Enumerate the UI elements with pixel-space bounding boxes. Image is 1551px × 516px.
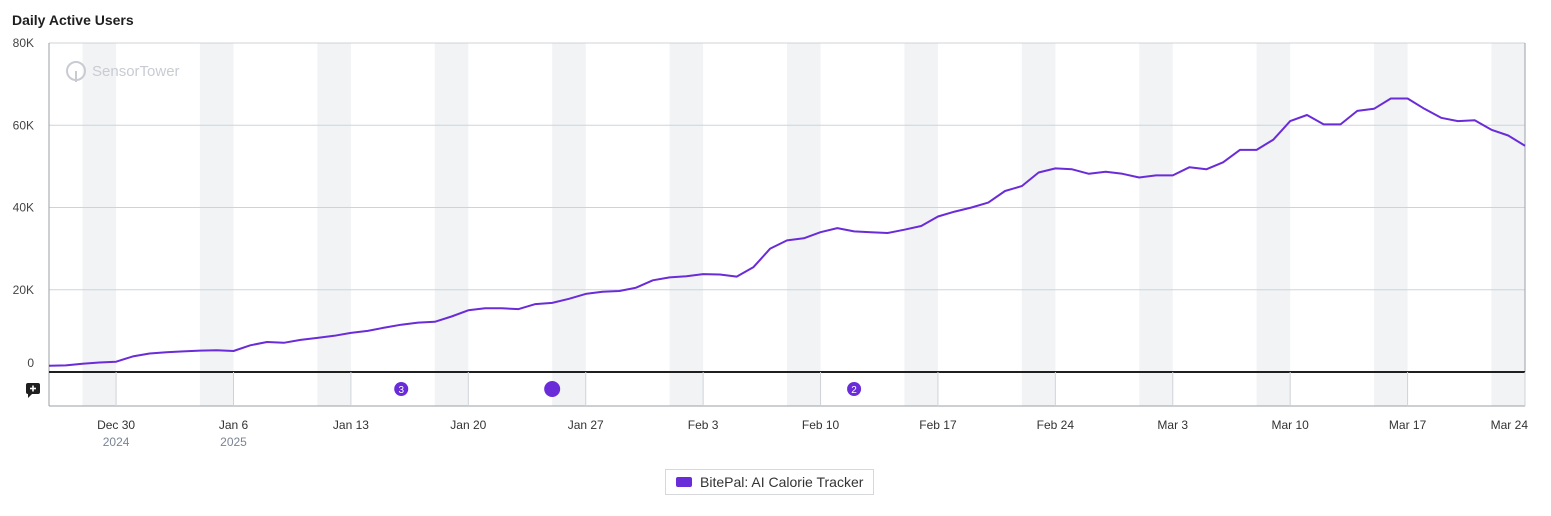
- weekend-bands: [82, 43, 1525, 406]
- x-tick-label: Mar 10: [1272, 418, 1310, 432]
- gridlines: [49, 42, 1525, 291]
- weekend-band: [552, 43, 586, 406]
- weekend-band: [1491, 43, 1525, 406]
- annotation-count: 3: [398, 385, 404, 396]
- weekend-band: [904, 43, 938, 406]
- weekend-band: [1139, 43, 1173, 406]
- x-tick-label: Feb 10: [802, 418, 840, 432]
- x-tick-label: Mar 17: [1389, 418, 1427, 432]
- x-axis-ticks: Dec 30 2024 Jan 6 2025 Jan 13 Jan 20 Jan 27 Feb…: [97, 372, 1528, 449]
- y-tick-label: 40K: [13, 201, 34, 215]
- annotation-marker[interactable]: [847, 382, 862, 396]
- x-tick-year-label: 2025: [220, 435, 247, 449]
- annotation-count: 2: [851, 385, 857, 396]
- x-tick-label: Feb 17: [919, 418, 957, 432]
- y-tick-label: 60K: [13, 118, 34, 132]
- y-tick-label: 20K: [13, 283, 34, 297]
- x-tick-year-label: 2024: [103, 435, 130, 449]
- y-tick-label: 80K: [13, 36, 34, 50]
- x-tick-label: Mar 24: [1491, 418, 1529, 432]
- x-tick-label: Jan 6: [219, 418, 249, 432]
- x-tick-label: Jan 13: [333, 418, 369, 432]
- weekend-band: [317, 43, 351, 406]
- weekend-band: [669, 43, 704, 406]
- x-tick-label: Mar 3: [1157, 418, 1188, 432]
- series-group: [48, 97, 1526, 367]
- x-tick-label: Jan 20: [450, 418, 486, 432]
- weekend-band: [434, 43, 469, 406]
- weekend-band: [82, 43, 117, 406]
- sensortower-watermark: SensorTower: [66, 61, 180, 82]
- series-line[interactable]: [48, 97, 1526, 367]
- y-axis-ticks: 0 20K 40K 60K 80K: [13, 36, 35, 370]
- weekend-band: [1021, 43, 1056, 406]
- x-tick-label: Dec 30: [97, 418, 135, 432]
- plot-frame: [48, 43, 1526, 407]
- x-tick-label: Feb 3: [688, 418, 719, 432]
- y-tick-label: 0: [27, 356, 34, 370]
- x-tick-label: Jan 27: [568, 418, 604, 432]
- watermark-text: SensorTower: [92, 63, 180, 80]
- legend[interactable]: BitePal: AI Calorie Tracker: [665, 469, 875, 495]
- legend-swatch: [676, 477, 692, 487]
- chart-title: Daily Active Users: [12, 12, 134, 28]
- x-tick-label: Feb 24: [1037, 418, 1075, 432]
- weekend-band: [1256, 43, 1291, 406]
- annotation-marker[interactable]: [544, 381, 561, 397]
- weekend-band: [199, 43, 234, 406]
- weekend-band: [1374, 43, 1408, 406]
- legend-label: BitePal: AI Calorie Tracker: [700, 474, 864, 490]
- weekend-band: [787, 43, 821, 406]
- annotation-marker[interactable]: [394, 382, 409, 396]
- add-comment-icon[interactable]: [26, 383, 40, 398]
